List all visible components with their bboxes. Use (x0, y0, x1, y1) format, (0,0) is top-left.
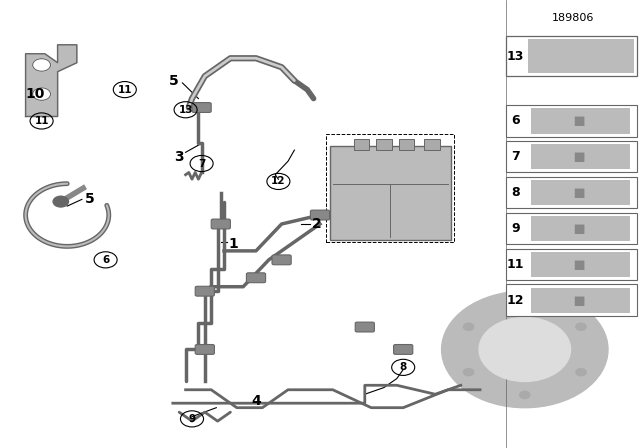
Text: 6: 6 (511, 114, 520, 128)
Text: 3: 3 (174, 150, 184, 164)
FancyBboxPatch shape (376, 139, 392, 150)
Text: 7: 7 (511, 150, 520, 164)
Circle shape (520, 391, 530, 398)
Text: 6: 6 (102, 255, 109, 265)
FancyBboxPatch shape (246, 273, 266, 283)
FancyBboxPatch shape (310, 210, 330, 220)
FancyBboxPatch shape (506, 284, 637, 316)
FancyBboxPatch shape (528, 39, 634, 73)
Text: 11: 11 (35, 116, 49, 126)
FancyBboxPatch shape (506, 177, 637, 208)
Text: 5: 5 (84, 192, 95, 207)
Circle shape (53, 196, 68, 207)
Text: ▪: ▪ (573, 291, 586, 310)
FancyBboxPatch shape (506, 213, 637, 244)
Text: 11: 11 (506, 258, 524, 271)
FancyBboxPatch shape (195, 286, 214, 296)
Text: 9: 9 (188, 414, 196, 424)
Text: 11: 11 (118, 85, 132, 95)
Text: ▪: ▪ (573, 147, 586, 166)
FancyBboxPatch shape (506, 249, 637, 280)
FancyBboxPatch shape (330, 146, 451, 240)
Text: 7: 7 (198, 159, 205, 168)
Circle shape (479, 317, 571, 382)
Text: 9: 9 (511, 222, 520, 235)
FancyBboxPatch shape (531, 252, 630, 277)
FancyBboxPatch shape (531, 108, 630, 134)
Text: 13: 13 (506, 49, 524, 63)
Text: 12: 12 (506, 293, 524, 307)
Text: 8: 8 (511, 186, 520, 199)
FancyBboxPatch shape (399, 139, 414, 150)
Circle shape (442, 291, 608, 408)
Text: ▪: ▪ (573, 255, 586, 274)
Circle shape (576, 323, 586, 330)
Polygon shape (26, 45, 77, 116)
Text: 1: 1 (228, 237, 239, 251)
Text: 5: 5 (169, 73, 179, 88)
Circle shape (463, 323, 474, 330)
Circle shape (33, 59, 51, 71)
FancyBboxPatch shape (506, 36, 637, 76)
FancyBboxPatch shape (354, 139, 369, 150)
Circle shape (520, 301, 530, 308)
Text: 189806: 189806 (552, 13, 594, 23)
FancyBboxPatch shape (531, 144, 630, 169)
FancyBboxPatch shape (272, 255, 291, 265)
Circle shape (33, 88, 51, 100)
Text: 8: 8 (399, 362, 407, 372)
FancyBboxPatch shape (195, 345, 214, 354)
Text: 4: 4 (251, 394, 261, 408)
Text: 12: 12 (271, 177, 285, 186)
Text: 10: 10 (26, 87, 45, 101)
FancyBboxPatch shape (531, 216, 630, 241)
FancyBboxPatch shape (394, 345, 413, 354)
FancyBboxPatch shape (506, 105, 637, 137)
Text: ▪: ▪ (573, 219, 586, 238)
FancyBboxPatch shape (424, 139, 440, 150)
Text: ▪: ▪ (573, 183, 586, 202)
FancyBboxPatch shape (531, 288, 630, 313)
Circle shape (463, 369, 474, 376)
FancyBboxPatch shape (192, 103, 211, 112)
Text: ▪: ▪ (573, 112, 586, 130)
Circle shape (576, 369, 586, 376)
FancyBboxPatch shape (355, 322, 374, 332)
FancyBboxPatch shape (211, 219, 230, 229)
FancyBboxPatch shape (531, 180, 630, 205)
FancyBboxPatch shape (506, 141, 637, 172)
Text: 2: 2 (312, 217, 322, 231)
Text: 13: 13 (179, 105, 193, 115)
